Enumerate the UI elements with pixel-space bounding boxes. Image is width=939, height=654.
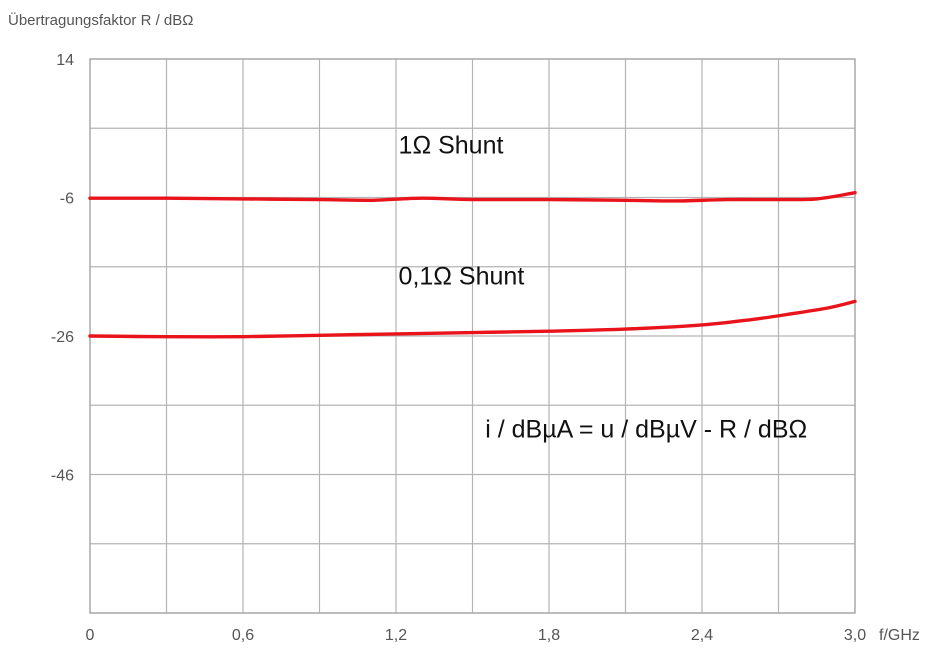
series-layer (88, 190, 857, 339)
x-tick-label: 0 (86, 627, 95, 644)
y-axis-title: Übertragungsfaktor R / dBΩ (8, 11, 193, 29)
x-axis-title: f/GHz (879, 627, 920, 644)
annotations: 1Ω Shunt 0,1Ω Shunt i / dBµA = u / dBµV - … (399, 132, 808, 444)
y-tick-label: -26 (51, 329, 74, 346)
y-tick-label: 14 (56, 52, 74, 69)
annotation-label: i / dBµA = u / dBµV - R / dBΩ (485, 415, 807, 443)
series-line-0 (88, 190, 857, 203)
x-tick-label: 2,4 (691, 627, 713, 644)
tick-labels: 14 -6 -26 -46 0 0,6 1,2 1,8 2,4 3,0 (51, 52, 866, 644)
y-tick-label: -6 (60, 191, 74, 208)
annotation-label: 1Ω Shunt (399, 132, 504, 160)
x-tick-label: 3,0 (844, 627, 866, 644)
y-tick-label: -46 (51, 468, 74, 485)
x-tick-label: 1,2 (385, 627, 407, 644)
x-tick-label: 1,8 (538, 627, 560, 644)
x-tick-label: 0,6 (232, 627, 254, 644)
annotation-label: 0,1Ω Shunt (399, 262, 525, 290)
series-line-1 (88, 299, 857, 339)
